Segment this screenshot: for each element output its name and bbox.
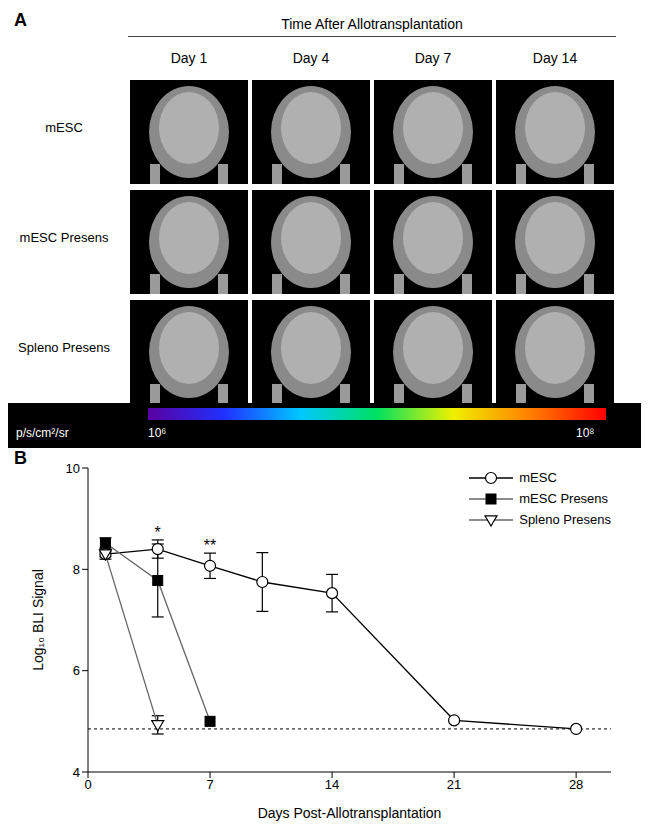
html-text:10⁶: 10⁶ xyxy=(148,426,167,440)
svg-text:8: 8 xyxy=(73,562,80,577)
html-text:Day 14: Day 14 xyxy=(532,50,578,66)
html-text:mESC Presens: mESC Presens xyxy=(19,230,109,245)
svg-text:Log₁₀ BLI Signal: Log₁₀ BLI Signal xyxy=(30,569,46,671)
html-text:mESC: mESC xyxy=(45,120,83,135)
html-text:mESC Presens: mESC Presens xyxy=(519,491,609,506)
svg-text:10: 10 xyxy=(66,461,80,476)
html-text:Spleno Presens: Spleno Presens xyxy=(519,512,611,527)
html-text:10⁸: 10⁸ xyxy=(576,426,595,440)
html-text:A: A xyxy=(14,10,27,30)
svg-text:0: 0 xyxy=(84,777,91,792)
svg-text:*: * xyxy=(155,524,161,541)
html-text:mESC: mESC xyxy=(519,470,557,485)
html-text:Day 7: Day 7 xyxy=(414,50,452,66)
svg-text:28: 28 xyxy=(569,777,583,792)
svg-text:7: 7 xyxy=(206,777,213,792)
svg-text:21: 21 xyxy=(447,777,461,792)
svg-text:6: 6 xyxy=(73,663,80,678)
html-text:Time After Allotransplantation: Time After Allotransplantation xyxy=(281,16,463,32)
svg-text:Days Post-Allotransplantation: Days Post-Allotransplantation xyxy=(258,805,442,821)
html-text:Day 1: Day 1 xyxy=(170,50,208,66)
html-text:B: B xyxy=(14,448,27,468)
svg-text:14: 14 xyxy=(325,777,339,792)
html-text:Spleno Presens: Spleno Presens xyxy=(18,340,110,355)
svg-text:**: ** xyxy=(204,537,216,554)
svg-text:4: 4 xyxy=(73,765,80,780)
html-text:p/s/cm²/sr: p/s/cm²/sr xyxy=(16,426,69,440)
html-text:Day 4: Day 4 xyxy=(292,50,330,66)
